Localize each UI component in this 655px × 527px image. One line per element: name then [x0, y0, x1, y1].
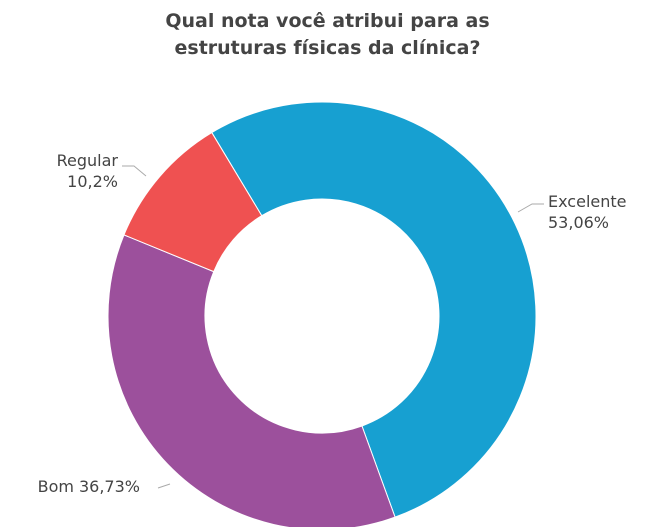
donut-slice [107, 234, 396, 527]
slice-label: Regular 10,2% [57, 151, 119, 191]
slice-label: Bom 36,73% [38, 477, 140, 496]
leader-line [517, 203, 544, 213]
slice-value-label: 36,73% [79, 477, 140, 496]
slice-value-label: 53,06% [548, 213, 609, 232]
chart-title: Qual nota você atribui para as estrutura… [165, 10, 490, 59]
leader-line [157, 483, 171, 489]
donut-slice [211, 101, 537, 518]
slice-category: Excelente [548, 192, 626, 211]
slice-value-label: 10,2% [67, 172, 118, 191]
slice-category: Regular [57, 151, 119, 170]
slice-label: Excelente 53,06% [548, 192, 626, 232]
title-box: Qual nota você atribui para as estrutura… [0, 8, 655, 62]
leader-line [122, 165, 147, 177]
donut-slice [123, 131, 263, 273]
slice-category: Bom [38, 477, 74, 496]
